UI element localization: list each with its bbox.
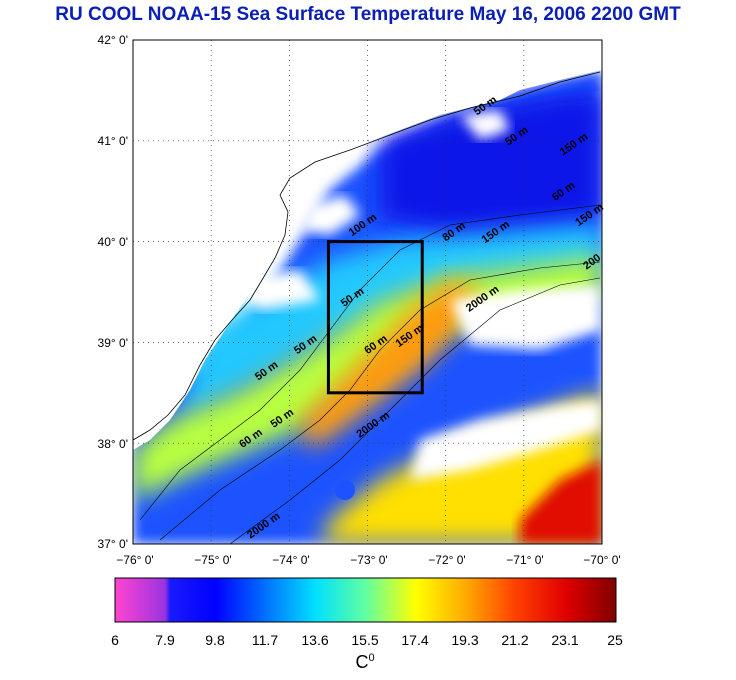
map-frame bbox=[132, 39, 603, 545]
colorbar-tick: 23.1 bbox=[551, 632, 579, 648]
figure-title: RU COOL NOAA-15 Sea Surface Temperature … bbox=[55, 4, 681, 25]
lon-tick-74: −74° 0' bbox=[272, 553, 310, 567]
lat-lon-grid bbox=[133, 40, 602, 544]
colorbar-tick: 6 bbox=[111, 632, 119, 648]
colorbar-tick: 19.3 bbox=[451, 632, 479, 648]
colorbar-unit-letter: C bbox=[355, 652, 369, 672]
colorbar-tick: 17.4 bbox=[401, 632, 429, 648]
colorbar-tick: 11.7 bbox=[251, 632, 279, 648]
lon-tick-73: −73° 0' bbox=[350, 553, 388, 567]
lon-tick-71: −71° 0' bbox=[506, 553, 544, 567]
lat-tick-42: 42° 0' bbox=[97, 33, 128, 47]
colorbar-tick: 25 bbox=[607, 632, 623, 648]
lat-tick-39: 39° 0' bbox=[97, 336, 128, 350]
colorbar-tick: 7.9 bbox=[155, 632, 175, 648]
colorbar-tick: 15.5 bbox=[351, 632, 379, 648]
colorbar-tick: 13.6 bbox=[301, 632, 329, 648]
study-area-box bbox=[326, 240, 424, 395]
lon-tick-76: −76° 0' bbox=[116, 553, 154, 567]
colorbar-unit-superscript: 0 bbox=[368, 652, 375, 664]
lat-tick-41: 41° 0' bbox=[97, 134, 128, 148]
lon-tick-72: −72° 0' bbox=[428, 553, 466, 567]
lat-tick-37: 37° 0' bbox=[97, 537, 128, 551]
colorbar bbox=[114, 577, 617, 623]
lat-tick-40: 40° 0' bbox=[97, 235, 128, 249]
colorbar-tick: 21.2 bbox=[501, 632, 529, 648]
lon-tick-75: −75° 0' bbox=[194, 553, 232, 567]
lat-tick-38: 38° 0' bbox=[97, 437, 128, 451]
colorbar-tick: 9.8 bbox=[205, 632, 225, 648]
colorbar-unit: C0 bbox=[345, 652, 385, 673]
lon-tick-70: −70° 0' bbox=[583, 553, 621, 567]
